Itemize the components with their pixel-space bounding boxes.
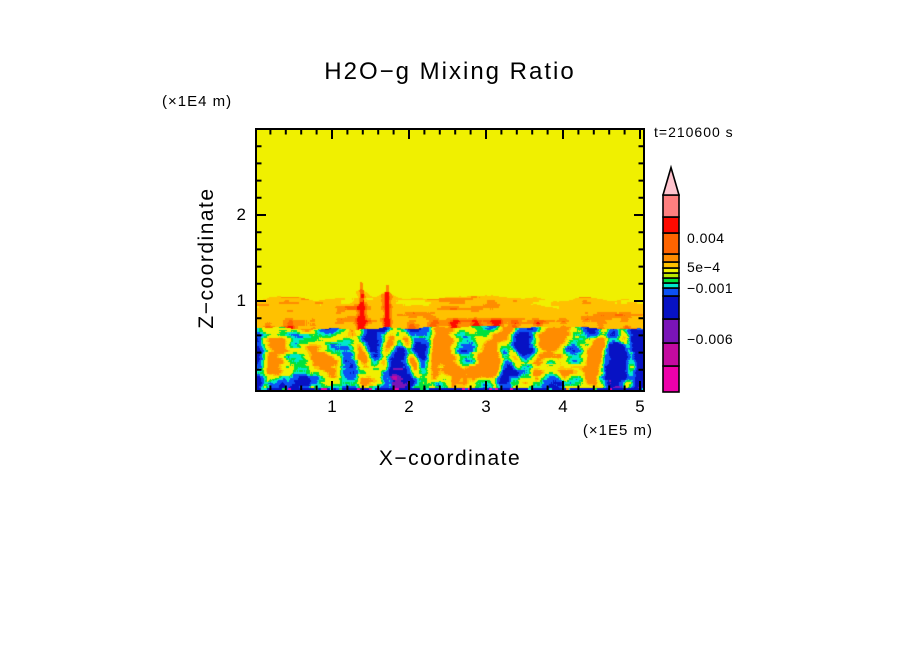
x-axis-label: X−coordinate xyxy=(378,447,522,470)
colorbar-segment xyxy=(662,261,680,269)
colorbar-segment xyxy=(662,253,680,263)
colorbar-arrow-icon xyxy=(661,164,681,196)
colorbar-label: −0.006 xyxy=(687,331,734,347)
x-tick-label: 4 xyxy=(558,397,568,416)
colorbar-label: 0.004 xyxy=(687,230,725,246)
x-tick-label: 2 xyxy=(404,397,414,416)
colorbar-segment xyxy=(662,365,680,393)
y-tick-label: 1 xyxy=(236,291,246,310)
colorbar-segment xyxy=(662,318,680,344)
colorbar-label: −0.001 xyxy=(687,280,734,296)
colorbar-segment xyxy=(662,295,680,320)
x-tick-label: 1 xyxy=(327,397,337,416)
y-axis-label: Z−coordinate xyxy=(195,187,218,329)
x-axis-unit-label: (×1E5 m) xyxy=(582,422,653,439)
plot-frame xyxy=(255,128,645,392)
x-tick-label: 5 xyxy=(635,397,645,416)
colorbar-label: 5e−4 xyxy=(687,259,721,275)
contour-field-canvas xyxy=(255,128,645,392)
colorbar-segment xyxy=(662,216,680,234)
timestamp-label: t=210600 s xyxy=(654,124,734,140)
colorbar-segment xyxy=(662,232,680,255)
x-tick-label: 3 xyxy=(481,397,491,416)
colorbar-segment xyxy=(662,194,680,218)
plot-frame-and-ticks xyxy=(255,128,645,392)
y-axis-unit-label: (×1E4 m) xyxy=(162,93,233,110)
tick-marks xyxy=(257,130,643,390)
y-tick-label: 2 xyxy=(236,205,246,224)
colorbar-segment xyxy=(662,342,680,367)
colorbar xyxy=(661,164,681,393)
colorbar-segment xyxy=(662,287,680,297)
page-title: H2O−g Mixing Ratio xyxy=(324,58,576,85)
